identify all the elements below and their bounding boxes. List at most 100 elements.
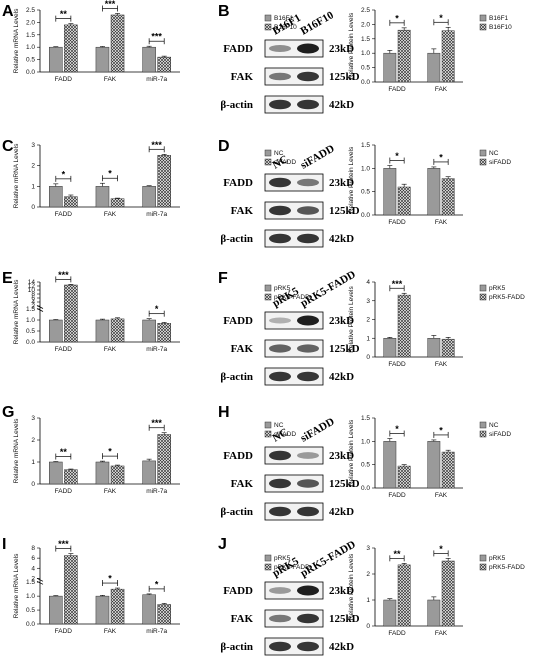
- bar-chart-b: 0.0 0.5 1.0 1.5 2.0 2.5 Relative Protein Level…: [348, 7, 512, 93]
- molecular-weight-label: 125kD: [329, 343, 360, 355]
- protein-label: β-actin: [220, 506, 253, 518]
- x-tick-label: FADD: [55, 211, 73, 218]
- bar-b16f10-fadd: [64, 24, 78, 73]
- blot-band: [297, 371, 319, 382]
- significance-stars: *: [439, 425, 443, 435]
- blot-band: [297, 99, 319, 110]
- y-tick-label: 1.5: [26, 32, 35, 39]
- bar-b16f10-fadd: [397, 29, 411, 83]
- legend-swatch: [264, 14, 272, 22]
- legend-label: B16F10: [489, 24, 512, 31]
- legend-label: NC: [274, 422, 284, 429]
- y-tick-label: 6: [31, 555, 35, 562]
- lane-label: B16F10: [299, 9, 337, 38]
- y-tick-label: 1.0: [26, 317, 35, 324]
- blot-band: [297, 71, 319, 82]
- legend-swatch: [479, 430, 487, 438]
- blot-band: [269, 478, 291, 489]
- y-tick-label: 2.0: [26, 19, 35, 26]
- western-blot-h: NC siFADD FADD 23kD FAK 125kD β-actin 42kD: [220, 416, 360, 521]
- legend-swatch: [264, 284, 272, 292]
- x-tick-label: FADD: [388, 86, 406, 93]
- y-tick-label: 3: [366, 298, 370, 305]
- x-tick-label: FAK: [435, 86, 448, 93]
- significance-stars: *: [395, 13, 399, 23]
- bar-prk5-fadd-fadd: [397, 294, 411, 358]
- blot-band: [269, 233, 291, 244]
- significance-stars: ***: [151, 32, 162, 42]
- x-tick-label: FAK: [435, 361, 448, 368]
- y-tick-label: 8: [31, 545, 35, 552]
- bar-chart-f: 0 1 2 3 4 Relative Protein Levels FADD *** FAK pR…: [348, 279, 525, 368]
- bar-b16f10-fak: [441, 30, 455, 83]
- bar-sifadd-fadd: [64, 469, 78, 485]
- significance-stars: *: [395, 151, 399, 161]
- legend-label: NC: [489, 422, 499, 429]
- molecular-weight-label: 23kD: [329, 585, 354, 597]
- blot-strip: [264, 339, 324, 358]
- molecular-weight-label: 23kD: [329, 43, 354, 55]
- y-tick-label: 2: [31, 303, 35, 310]
- bar-nc-mir-7a: [142, 460, 156, 485]
- bar-chart-a: 0.0 0.5 1.0 1.5 2.0 2.5 Relative mRNA Levels FA…: [13, 0, 297, 83]
- bar-prk5-fadd: [49, 319, 63, 343]
- significance-stars: ***: [58, 539, 69, 549]
- axis-break: [36, 580, 44, 585]
- legend-swatch: [479, 23, 487, 31]
- y-axis-label: Relative Protein Levels: [348, 553, 355, 620]
- significance-stars: *: [439, 152, 443, 162]
- lane-label: siFADD: [299, 143, 337, 172]
- western-blot-j: pRK5 pRK5-FADD FADD 23kD FAK 125kD β-actin 42kD: [220, 538, 360, 656]
- protein-label: FAK: [231, 71, 254, 83]
- protein-label: FADD: [223, 315, 253, 327]
- bar-nc-fak: [95, 461, 110, 485]
- y-axis-label: Relative Protein Levels: [348, 12, 355, 79]
- bar-sifadd-mir-7a: [157, 434, 171, 485]
- legend-label: siFADD: [489, 431, 511, 438]
- legend-swatch: [264, 149, 272, 157]
- panel-label-c: C: [2, 138, 14, 155]
- bar-prk5-fadd-fadd: [64, 555, 78, 625]
- bar-prk5-fak: [427, 599, 441, 627]
- legend-swatch: [264, 563, 272, 571]
- protein-label: FADD: [223, 450, 253, 462]
- blot-band: [269, 177, 291, 188]
- bar-sifadd-fak: [441, 451, 455, 489]
- blot-band: [269, 587, 291, 594]
- y-tick-label: 0: [366, 354, 370, 361]
- blot-band: [269, 344, 291, 353]
- protein-label: β-actin: [220, 233, 253, 245]
- y-tick-label: 2: [366, 317, 370, 324]
- bar-b16f1-fak: [95, 46, 110, 73]
- molecular-weight-label: 42kD: [329, 371, 354, 383]
- bar-b16f1-fadd: [383, 52, 397, 83]
- blot-band: [297, 613, 319, 624]
- y-tick-label: 0.0: [361, 79, 370, 86]
- y-tick-label: 0.0: [26, 621, 35, 628]
- blot-band: [269, 99, 291, 110]
- bar-prk5-fadd-mir-7a: [157, 604, 171, 625]
- blot-band: [297, 479, 319, 488]
- significance-stars: ***: [151, 140, 162, 150]
- legend-swatch: [479, 149, 487, 157]
- bar-nc-fadd: [383, 441, 397, 489]
- legend-swatch: [479, 554, 487, 562]
- y-axis-label: Relative Protein Levels: [348, 419, 355, 486]
- molecular-weight-label: 42kD: [329, 233, 354, 245]
- bar-prk5-mir-7a: [142, 594, 156, 625]
- molecular-weight-label: 125kD: [329, 478, 360, 490]
- bar-prk5-fadd-fak: [110, 318, 125, 343]
- bar-sifadd-fadd: [397, 465, 411, 489]
- bar-chart-d: 0.0 0.5 1.0 1.5 Relative Protein Levels FADD *…: [348, 142, 511, 226]
- protein-label: FAK: [231, 343, 254, 355]
- y-axis-label: Relative mRNA Levels: [13, 279, 20, 344]
- protein-label: FADD: [223, 177, 253, 189]
- y-tick-label: 0: [31, 481, 35, 488]
- axis-break: [36, 577, 44, 582]
- molecular-weight-label: 125kD: [329, 71, 360, 83]
- y-axis-label: Relative mRNA Levels: [13, 418, 20, 483]
- significance-stars: *: [108, 447, 112, 457]
- x-tick-label: FADD: [55, 76, 73, 83]
- legend-swatch: [479, 563, 487, 571]
